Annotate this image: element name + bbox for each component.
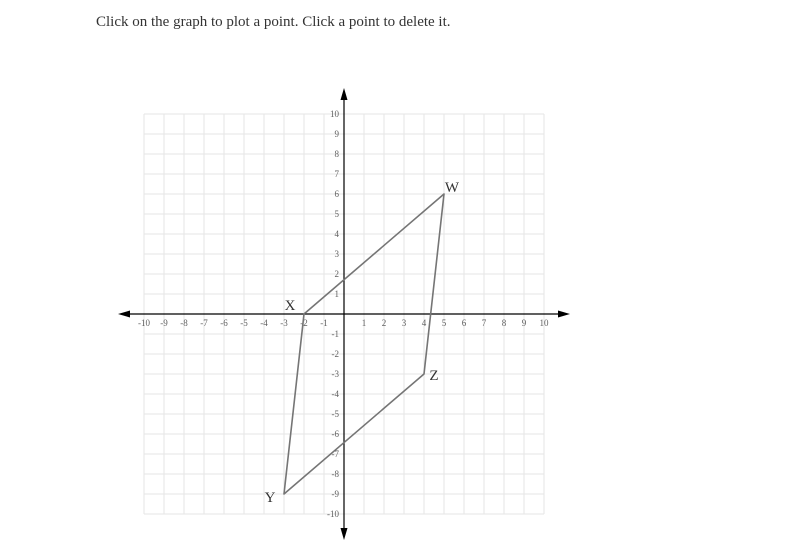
instruction-text: Click on the graph to plot a point. Clic… [96,14,451,31]
x-tick-label: 5 [442,318,447,328]
y-tick-label: 9 [335,129,340,139]
y-tick-label: 7 [335,169,340,179]
y-tick-label: 2 [335,269,340,279]
y-tick-label: -3 [332,369,340,379]
x-tick-label: -1 [320,318,328,328]
x-tick-label: -10 [138,318,150,328]
x-tick-label: 9 [522,318,527,328]
x-tick-label: -7 [200,318,208,328]
x-tick-label: 3 [402,318,407,328]
y-tick-label: -4 [332,389,340,399]
y-tick-label: 5 [335,209,340,219]
y-tick-label: -9 [332,489,340,499]
y-tick-label: -6 [332,429,340,439]
x-tick-label: 6 [462,318,467,328]
arrowhead-icon [118,311,130,318]
y-tick-label: -1 [332,329,340,339]
y-tick-label: -10 [327,509,339,519]
y-tick-label: 4 [335,229,340,239]
y-tick-label: -2 [332,349,340,359]
x-tick-label: -3 [280,318,288,328]
x-tick-label: 4 [422,318,427,328]
y-tick-label: -5 [332,409,340,419]
y-tick-label: 10 [330,109,340,119]
exercise-wrapper: Click on the graph to plot a point. Clic… [0,0,800,528]
y-tick-label: -8 [332,469,340,479]
coordinate-graph[interactable]: -10 -9 -8 -7 -6 -5 -4 -3 -2 -1 1 2 3 4 5 6 7 8 9 10 -10 -9 -8 -… [110,80,578,548]
arrowhead-icon [558,311,570,318]
y-tick-label: 1 [335,289,340,299]
arrowhead-icon [341,528,348,540]
y-tick-label: 6 [335,189,340,199]
x-tick-label: 10 [540,318,550,328]
x-tick-label: -6 [220,318,228,328]
y-tick-label: 8 [335,149,340,159]
vertex-label-w[interactable]: W [445,180,460,196]
x-tick-label: 8 [502,318,507,328]
vertex-label-z[interactable]: Z [429,368,438,384]
y-tick-label: 3 [335,249,340,259]
vertex-label-y[interactable]: Y [265,490,276,506]
x-tick-label: 1 [362,318,367,328]
x-tick-label: 7 [482,318,487,328]
x-tick-label: -5 [240,318,248,328]
x-tick-label: 2 [382,318,387,328]
x-tick-label: -4 [260,318,268,328]
x-tick-label: -9 [160,318,168,328]
x-tick-label: -8 [180,318,188,328]
arrowhead-icon [341,88,348,100]
vertex-label-x[interactable]: X [285,298,296,314]
